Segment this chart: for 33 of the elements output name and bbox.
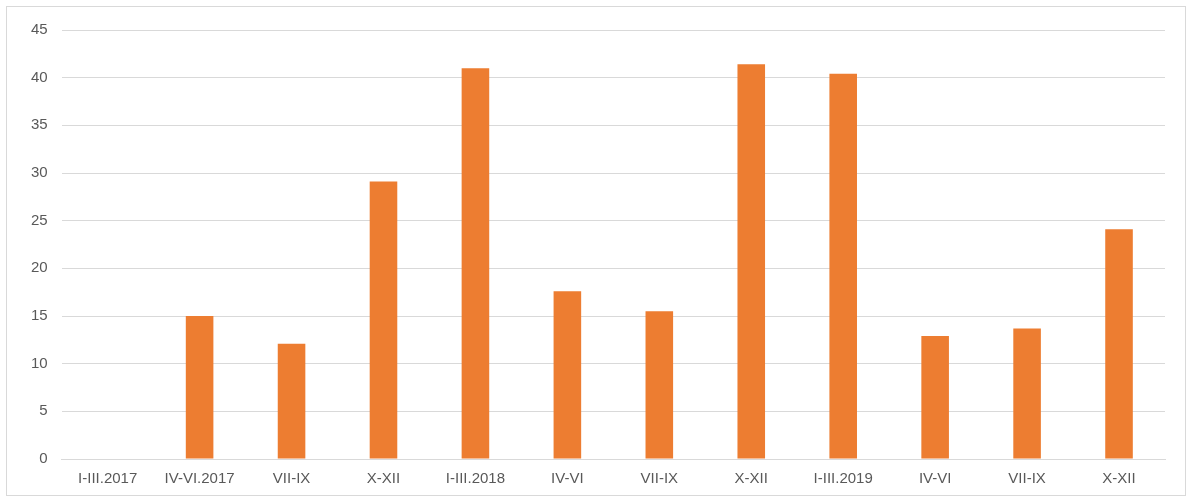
x-tick-label: X-XII (734, 469, 768, 487)
bar (1105, 229, 1133, 459)
x-tick-label: X-XII (1102, 469, 1136, 487)
bar (921, 336, 949, 459)
bar (461, 68, 490, 459)
y-tick-label: 10 (31, 353, 48, 371)
y-tick-label: 20 (31, 258, 48, 276)
x-tick-label: IV-VI (551, 469, 584, 487)
y-tick-label: 30 (31, 163, 48, 181)
y-tick-label: 45 (31, 20, 48, 38)
bar (277, 343, 306, 459)
x-tick-label: IV-VI.2017 (164, 469, 235, 487)
x-tick-label: I-III.2018 (445, 469, 506, 487)
x-tick-label: VII-IX (272, 469, 311, 487)
bar (829, 73, 857, 459)
y-tick-label: 0 (39, 449, 48, 467)
bar (185, 316, 214, 459)
x-tick-label: I-III.2019 (813, 469, 873, 487)
bar (737, 64, 766, 459)
x-tick-label: IV-VI (918, 469, 952, 487)
x-tick-label: VII-IX (640, 469, 679, 487)
y-tick-label: 5 (39, 401, 48, 419)
bar (369, 181, 398, 459)
x-tick-label: X-XII (366, 469, 401, 487)
bar (1013, 328, 1041, 459)
x-tick-label: VII-IX (1008, 469, 1046, 487)
y-tick-label: 25 (31, 210, 48, 228)
y-tick-label: 35 (31, 115, 48, 133)
bar (553, 291, 582, 459)
x-tick-label: I-III.2017 (78, 469, 138, 487)
y-tick-label: 40 (31, 67, 48, 85)
bar (645, 311, 674, 459)
y-tick-label: 15 (31, 306, 48, 324)
